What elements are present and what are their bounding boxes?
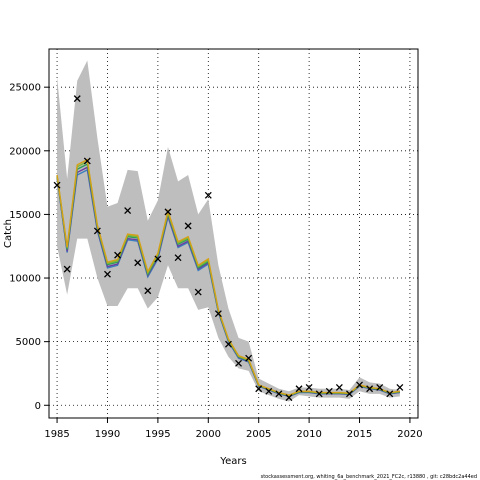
y-tick-label: 0	[35, 401, 41, 412]
observed-point	[73, 95, 81, 103]
observed-point	[93, 227, 101, 235]
observed-point	[335, 384, 343, 391]
x-tick-label: 2020	[397, 429, 422, 440]
observed-point	[285, 394, 293, 402]
observed-point	[255, 385, 263, 393]
x-tick-label: 1985	[44, 429, 69, 440]
x-tick-label: 1990	[95, 429, 120, 440]
observed-point	[204, 191, 212, 199]
observed-point	[356, 381, 363, 389]
y-tick-label: 5000	[16, 337, 41, 348]
observed-point	[295, 385, 303, 393]
observed-point	[174, 254, 182, 262]
x-tick-label: 2010	[296, 429, 321, 440]
y-axis-label: Catch	[3, 219, 14, 248]
observed-point	[265, 387, 273, 395]
x-tick-label: 2005	[246, 429, 271, 440]
observed-point	[245, 354, 253, 362]
observed-point	[305, 384, 313, 391]
y-tick-label: 20000	[9, 146, 41, 157]
footer-note: stockassessment.org, whiting_6a_benchmar…	[261, 474, 477, 480]
series-line-5	[56, 158, 400, 396]
y-axis: 0 5000 10000 15000 20000 25000	[9, 83, 49, 412]
x-tick-label: 2015	[347, 429, 372, 440]
observed-point	[144, 287, 152, 295]
observed-point	[345, 390, 353, 398]
observed-points	[53, 95, 404, 402]
observed-point	[396, 384, 404, 391]
series-lines	[56, 158, 400, 398]
x-axis: 1985 1990 1995 2000 2005 2010 2015 2020	[44, 418, 423, 440]
observed-point	[164, 208, 172, 216]
observed-point	[114, 251, 122, 259]
observed-point	[134, 259, 142, 267]
observed-point	[104, 270, 111, 278]
observed-point	[124, 207, 132, 215]
observed-point	[184, 222, 192, 230]
observed-point	[315, 390, 323, 398]
observed-point	[63, 265, 71, 273]
x-tick-label: 2000	[196, 429, 221, 440]
observed-point	[275, 390, 283, 398]
observed-point	[224, 340, 232, 348]
x-axis-label: Years	[219, 456, 246, 467]
y-tick-label: 15000	[9, 210, 41, 221]
observed-point	[214, 310, 222, 318]
observed-point	[366, 385, 374, 393]
observed-point	[53, 181, 61, 189]
observed-point	[376, 384, 384, 391]
observed-point	[154, 255, 162, 263]
confidence-band-area	[57, 60, 400, 402]
observed-point	[386, 390, 394, 398]
observed-point	[325, 387, 333, 395]
observed-point	[194, 288, 202, 296]
x-tick-label: 1995	[145, 429, 170, 440]
observed-point	[83, 157, 91, 165]
plot-frame	[48, 48, 419, 419]
confidence-band	[57, 60, 400, 402]
y-tick-label: 10000	[9, 274, 41, 285]
y-tick-label: 25000	[9, 83, 41, 94]
observed-point	[235, 359, 243, 367]
